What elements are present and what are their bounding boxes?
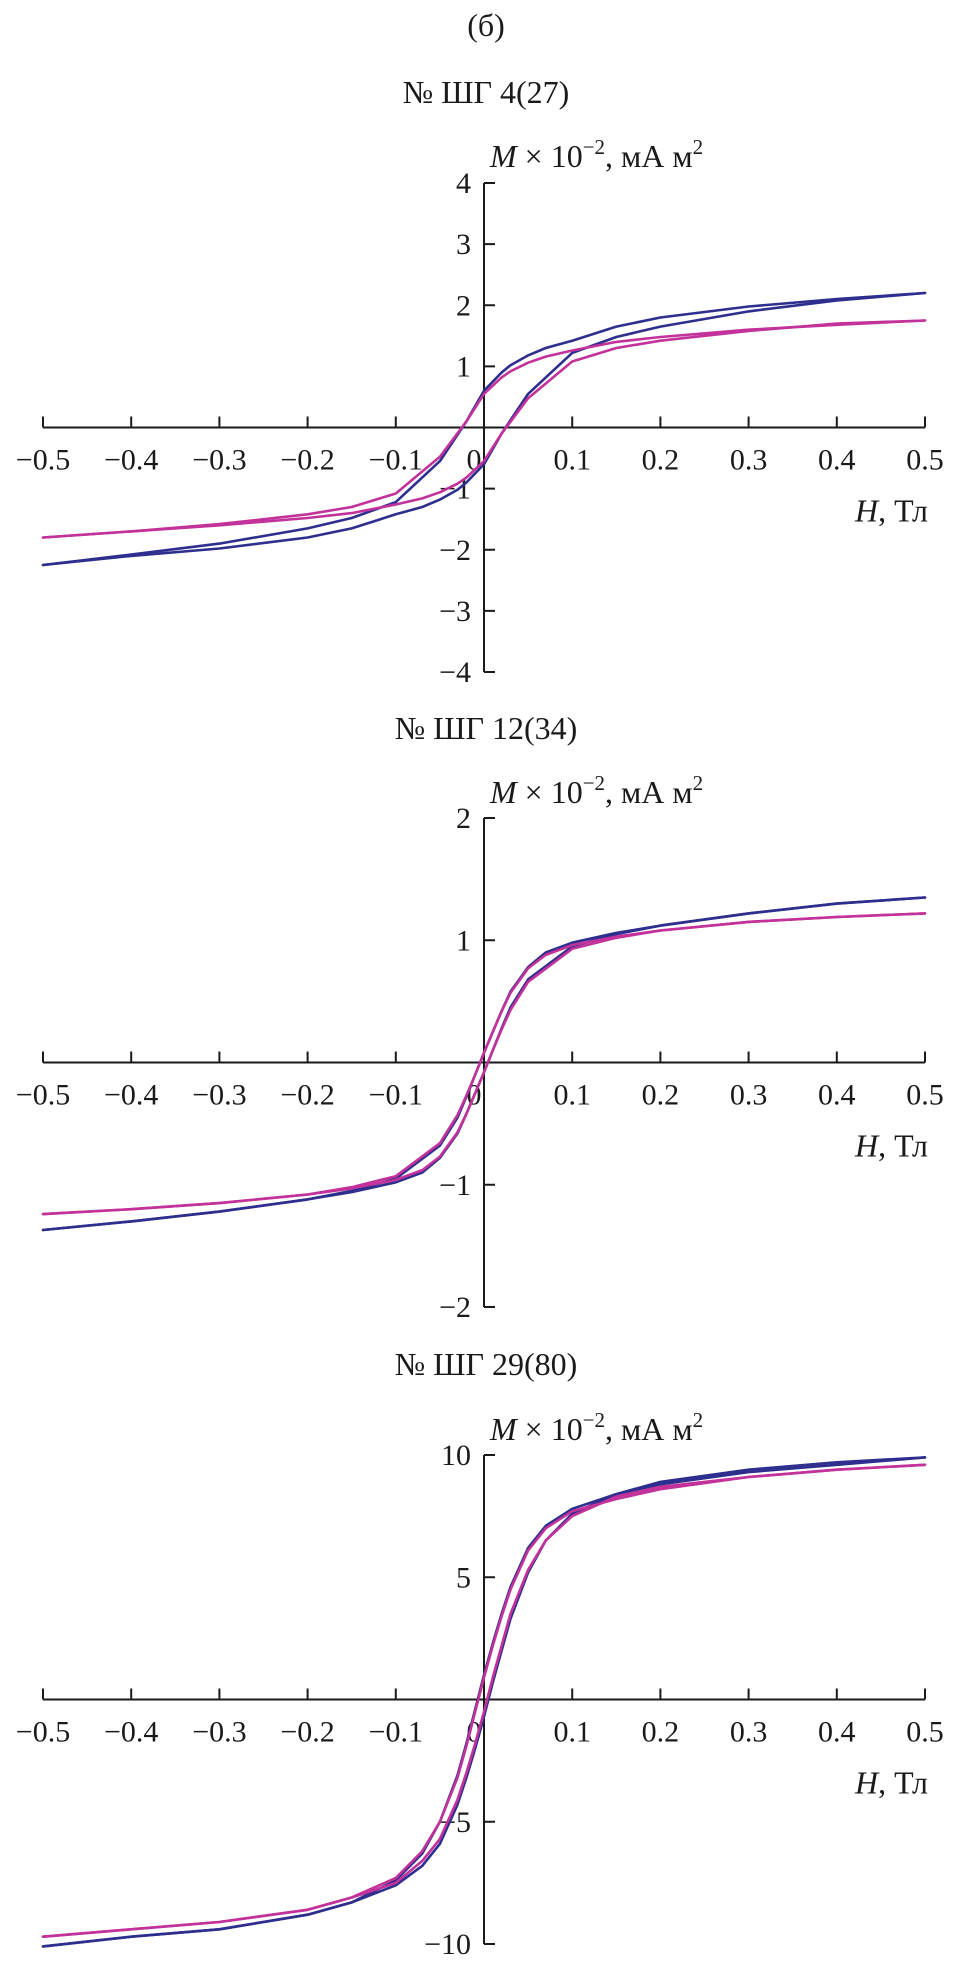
x-tick-label: 0.1: [553, 1716, 591, 1749]
x-axis-label: H, Тл: [854, 1765, 928, 1801]
x-tick-label: 0.5: [906, 1079, 944, 1112]
x-tick-label: 0.4: [818, 444, 856, 477]
x-axis-label: H, Тл: [854, 493, 928, 529]
x-tick-label: −0.4: [104, 1079, 158, 1112]
y-tick-label: 2: [456, 802, 471, 835]
x-tick-label: 0.5: [906, 444, 944, 477]
panel-title: № ШГ 4(27): [403, 74, 570, 110]
x-tick-label: 0.1: [553, 444, 591, 477]
x-tick-label: 0.1: [553, 1079, 591, 1112]
x-tick-label: 0.3: [730, 444, 768, 477]
x-tick-label: −0.5: [16, 1716, 70, 1749]
x-tick-label: 0.2: [642, 1079, 680, 1112]
series-line-4: [41, 1463, 927, 1938]
y-axis-label: M × 10−2, мА м2: [489, 1408, 703, 1447]
x-tick-label: −0.4: [104, 1716, 158, 1749]
x-tick-label: −0.1: [369, 1079, 423, 1112]
series-line-1: [41, 291, 927, 567]
x-tick-label: −0.2: [280, 1716, 334, 1749]
figure-label: (б): [467, 7, 505, 43]
y-tick-label: 2: [456, 289, 471, 322]
x-tick-label: 0.5: [906, 1716, 944, 1749]
panel-title: № ШГ 29(80): [395, 1346, 578, 1382]
chart-panel-1: № ШГ 4(27) M × 10−2, мА м2 −0.5 −0.4 −0.3 −0.…: [16, 74, 944, 689]
y-tick-label: 5: [456, 1561, 471, 1594]
panel-title: № ШГ 12(34): [395, 710, 578, 746]
y-tick-label: 3: [456, 228, 471, 261]
y-tick-label: 1: [456, 350, 471, 383]
series-line-4: [41, 319, 927, 539]
x-tick-label: 0.3: [730, 1716, 768, 1749]
chart-panels: № ШГ 4(27) M × 10−2, мА м2 −0.5 −0.4 −0.3 −0.…: [16, 74, 944, 1961]
y-axis-label: M × 10−2, мА м2: [489, 771, 703, 810]
y-tick-label: −1: [439, 1169, 471, 1202]
y-axis-label: M × 10−2, мА м2: [489, 135, 703, 174]
x-tick-label: −0.5: [16, 444, 70, 477]
y-tick-label: 4: [456, 167, 471, 200]
x-axis-label: H, Тл: [854, 1128, 928, 1164]
x-tick-label: −0.2: [280, 444, 334, 477]
x-tick-label: 0.4: [818, 1079, 856, 1112]
series-line-2: [41, 1456, 927, 1948]
x-tick-label: −0.5: [16, 1079, 70, 1112]
series-line-3: [41, 319, 927, 539]
x-tick-label: −0.4: [104, 444, 158, 477]
y-tick-label: 1: [456, 924, 471, 957]
x-tick-label: 0.2: [642, 1716, 680, 1749]
series-line-4: [41, 912, 927, 1216]
x-tick-label: −0.3: [192, 444, 246, 477]
x-tick-label: 0.3: [730, 1079, 768, 1112]
y-tick-label: −2: [439, 534, 471, 567]
y-tick-label: −2: [439, 1291, 471, 1324]
y-tick-label: −3: [439, 595, 471, 628]
y-tick-label: −4: [439, 656, 471, 689]
x-tick-label: 0.4: [818, 1716, 856, 1749]
y-tick-label: −10: [424, 1928, 471, 1961]
chart-panel-2: № ШГ 12(34) M × 10−2, мА м2 −0.5 −0.4 −0.3 −0…: [16, 710, 944, 1324]
x-tick-label: −0.3: [192, 1716, 246, 1749]
x-tick-label: −0.2: [280, 1079, 334, 1112]
y-tick-label: 10: [441, 1439, 471, 1472]
x-tick-label: −0.3: [192, 1079, 246, 1112]
x-tick-label: −0.1: [369, 1716, 423, 1749]
x-tick-label: 0.2: [642, 444, 680, 477]
chart-panel-3: № ШГ 29(80) M × 10−2, мА м2 −0.5 −0.4 −0.3 −0…: [16, 1346, 944, 1961]
x-tick-label: −0.1: [369, 444, 423, 477]
series-line-2: [41, 291, 927, 567]
